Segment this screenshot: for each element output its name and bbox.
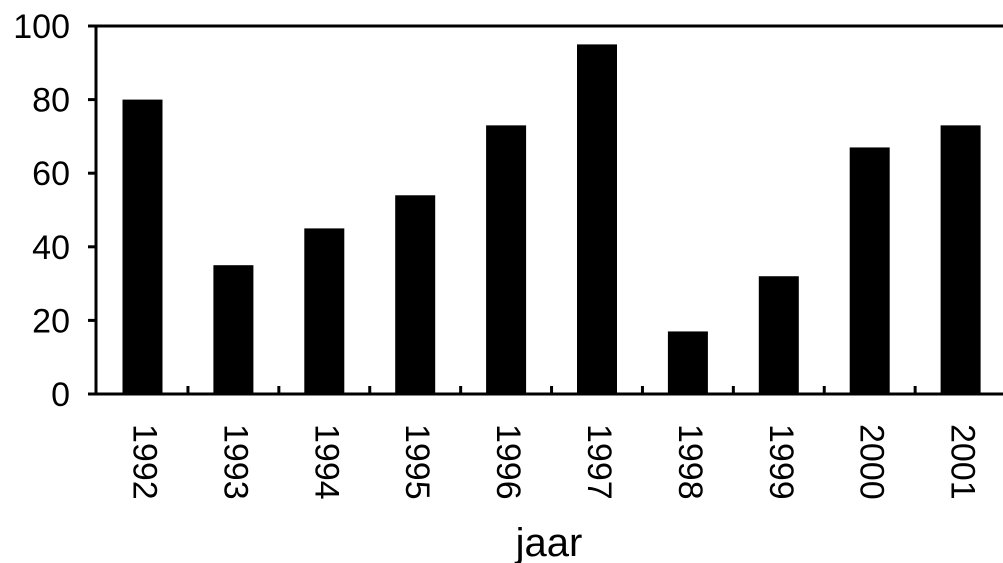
x-tick-label: 1993 — [216, 424, 254, 500]
bar-series — [122, 44, 981, 395]
bar-1993 — [213, 265, 254, 394]
y-tick-label: 0 — [51, 376, 70, 414]
bar-1999 — [758, 276, 799, 394]
x-axis-title: jaar — [515, 521, 583, 563]
bar-1998 — [667, 331, 708, 394]
x-tick-label: 1994 — [307, 424, 345, 500]
y-tick-label: 20 — [32, 302, 70, 340]
x-tick-label: 1992 — [126, 424, 164, 500]
x-tick-label: 1999 — [762, 424, 800, 500]
x-tick-label: 2000 — [853, 424, 891, 500]
y-tick-label: 40 — [32, 229, 70, 267]
x-axis-tick-labels: 1992 1993 1994 1995 1996 1997 1998 1999 2000 2001 — [126, 424, 982, 500]
bar-1994 — [304, 228, 345, 394]
x-axis-ticks — [186, 386, 917, 394]
bar-2001 — [940, 125, 981, 395]
x-tick-label: 1996 — [489, 424, 527, 500]
y-tick-label: 100 — [13, 8, 70, 46]
bar-1997 — [577, 44, 617, 395]
x-tick-label: 1997 — [580, 424, 618, 500]
x-tick-label: 2001 — [944, 424, 982, 500]
bar-1992 — [122, 99, 163, 394]
y-tick-label: 60 — [32, 155, 70, 193]
bar-1996 — [486, 125, 527, 395]
x-tick-label: 1998 — [671, 424, 709, 500]
bar-1995 — [395, 195, 436, 394]
y-axis-ticks: 0 20 40 60 80 100 — [13, 8, 96, 414]
y-tick-label: 80 — [32, 82, 70, 120]
x-tick-label: 1995 — [398, 424, 436, 500]
bar-2000 — [849, 147, 890, 394]
